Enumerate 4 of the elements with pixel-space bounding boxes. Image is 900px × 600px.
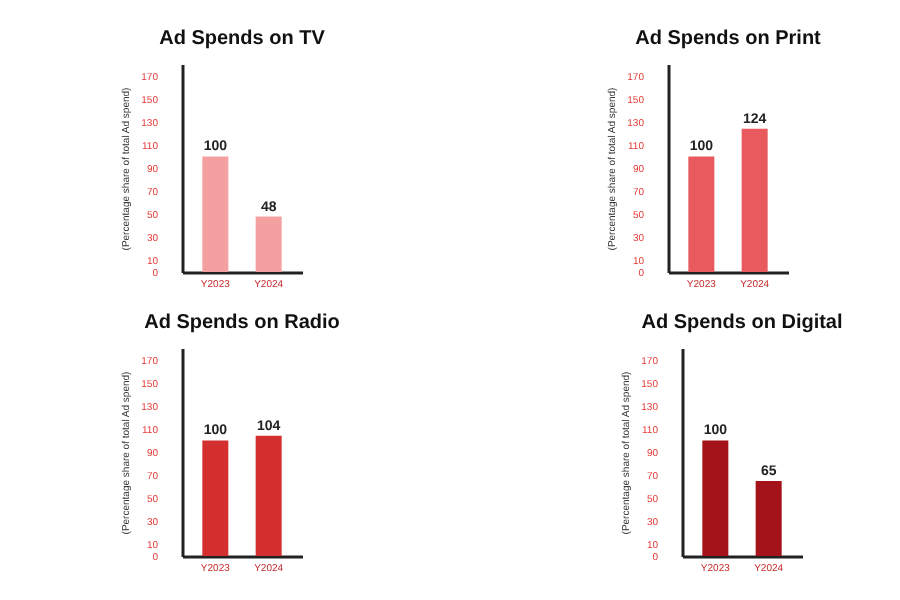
chart-title: Ad Spends on Digital — [641, 312, 843, 334]
chart-title: Ad Spends on TV — [159, 28, 326, 50]
chart-title: Ad Spends on Radio — [144, 312, 340, 334]
chart-title: Ad Spends on Print — [635, 28, 823, 50]
